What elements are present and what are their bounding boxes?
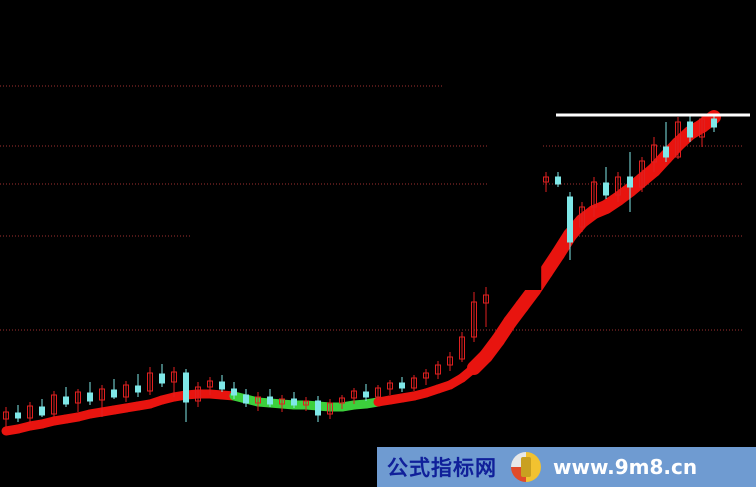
candle-body [111,389,117,398]
candle-body [3,411,9,420]
candle-body [27,405,33,419]
candle-body [615,176,621,196]
candle-body [387,382,393,390]
candle-body [51,394,57,415]
watermark: 公式指标网 www.9m8.cn [377,447,756,487]
candle-body [279,398,285,405]
candle-body [471,301,477,338]
masked-region [488,0,542,290]
candle-body [75,391,81,404]
candle-body [171,371,177,383]
candle-body [99,388,105,401]
candle-body [411,377,417,389]
candle-body [267,396,273,405]
candle-body [351,390,357,399]
watermark-text: 公式指标网 [387,456,497,480]
candle-body [627,176,633,188]
candle-body [243,394,249,404]
candle-body [135,385,141,393]
candle-body [423,372,429,379]
candle-body [591,181,597,208]
candle-body [195,386,201,402]
candle-body [399,382,405,389]
candle-body [651,144,657,163]
candle-body [567,196,573,243]
candle-body [483,294,489,304]
candle-body [375,387,381,398]
candle-body [159,373,165,384]
candle-body [363,391,369,398]
candle-body [39,406,45,416]
candle-body [459,336,465,360]
candle-body [15,412,21,419]
candle-body [63,396,69,405]
candle-body [183,372,189,403]
candle-body [435,364,441,375]
candle-body [699,118,705,138]
candle-body [447,356,453,366]
candle-body [123,384,129,398]
candle-body [147,372,153,392]
candle-body [303,400,309,406]
candle-body [675,121,681,158]
candle-body [639,160,645,188]
candle-body [339,397,345,404]
candle-body [315,400,321,416]
candle-body [207,380,213,388]
candle-body [555,176,561,185]
candle-body [327,402,333,415]
watermark-url: www.9m8.cn [553,455,698,479]
candle-body [603,182,609,196]
candle-body [231,388,237,396]
candle-body [711,118,717,128]
candle-body [291,398,297,406]
candle-body [255,396,261,404]
candle-body [663,146,669,158]
candle-body [687,121,693,138]
watermark-logo-icon [511,452,541,482]
candle-body [579,206,585,228]
candle-body [219,381,225,390]
candle-body [87,392,93,402]
candle-body [543,176,549,183]
